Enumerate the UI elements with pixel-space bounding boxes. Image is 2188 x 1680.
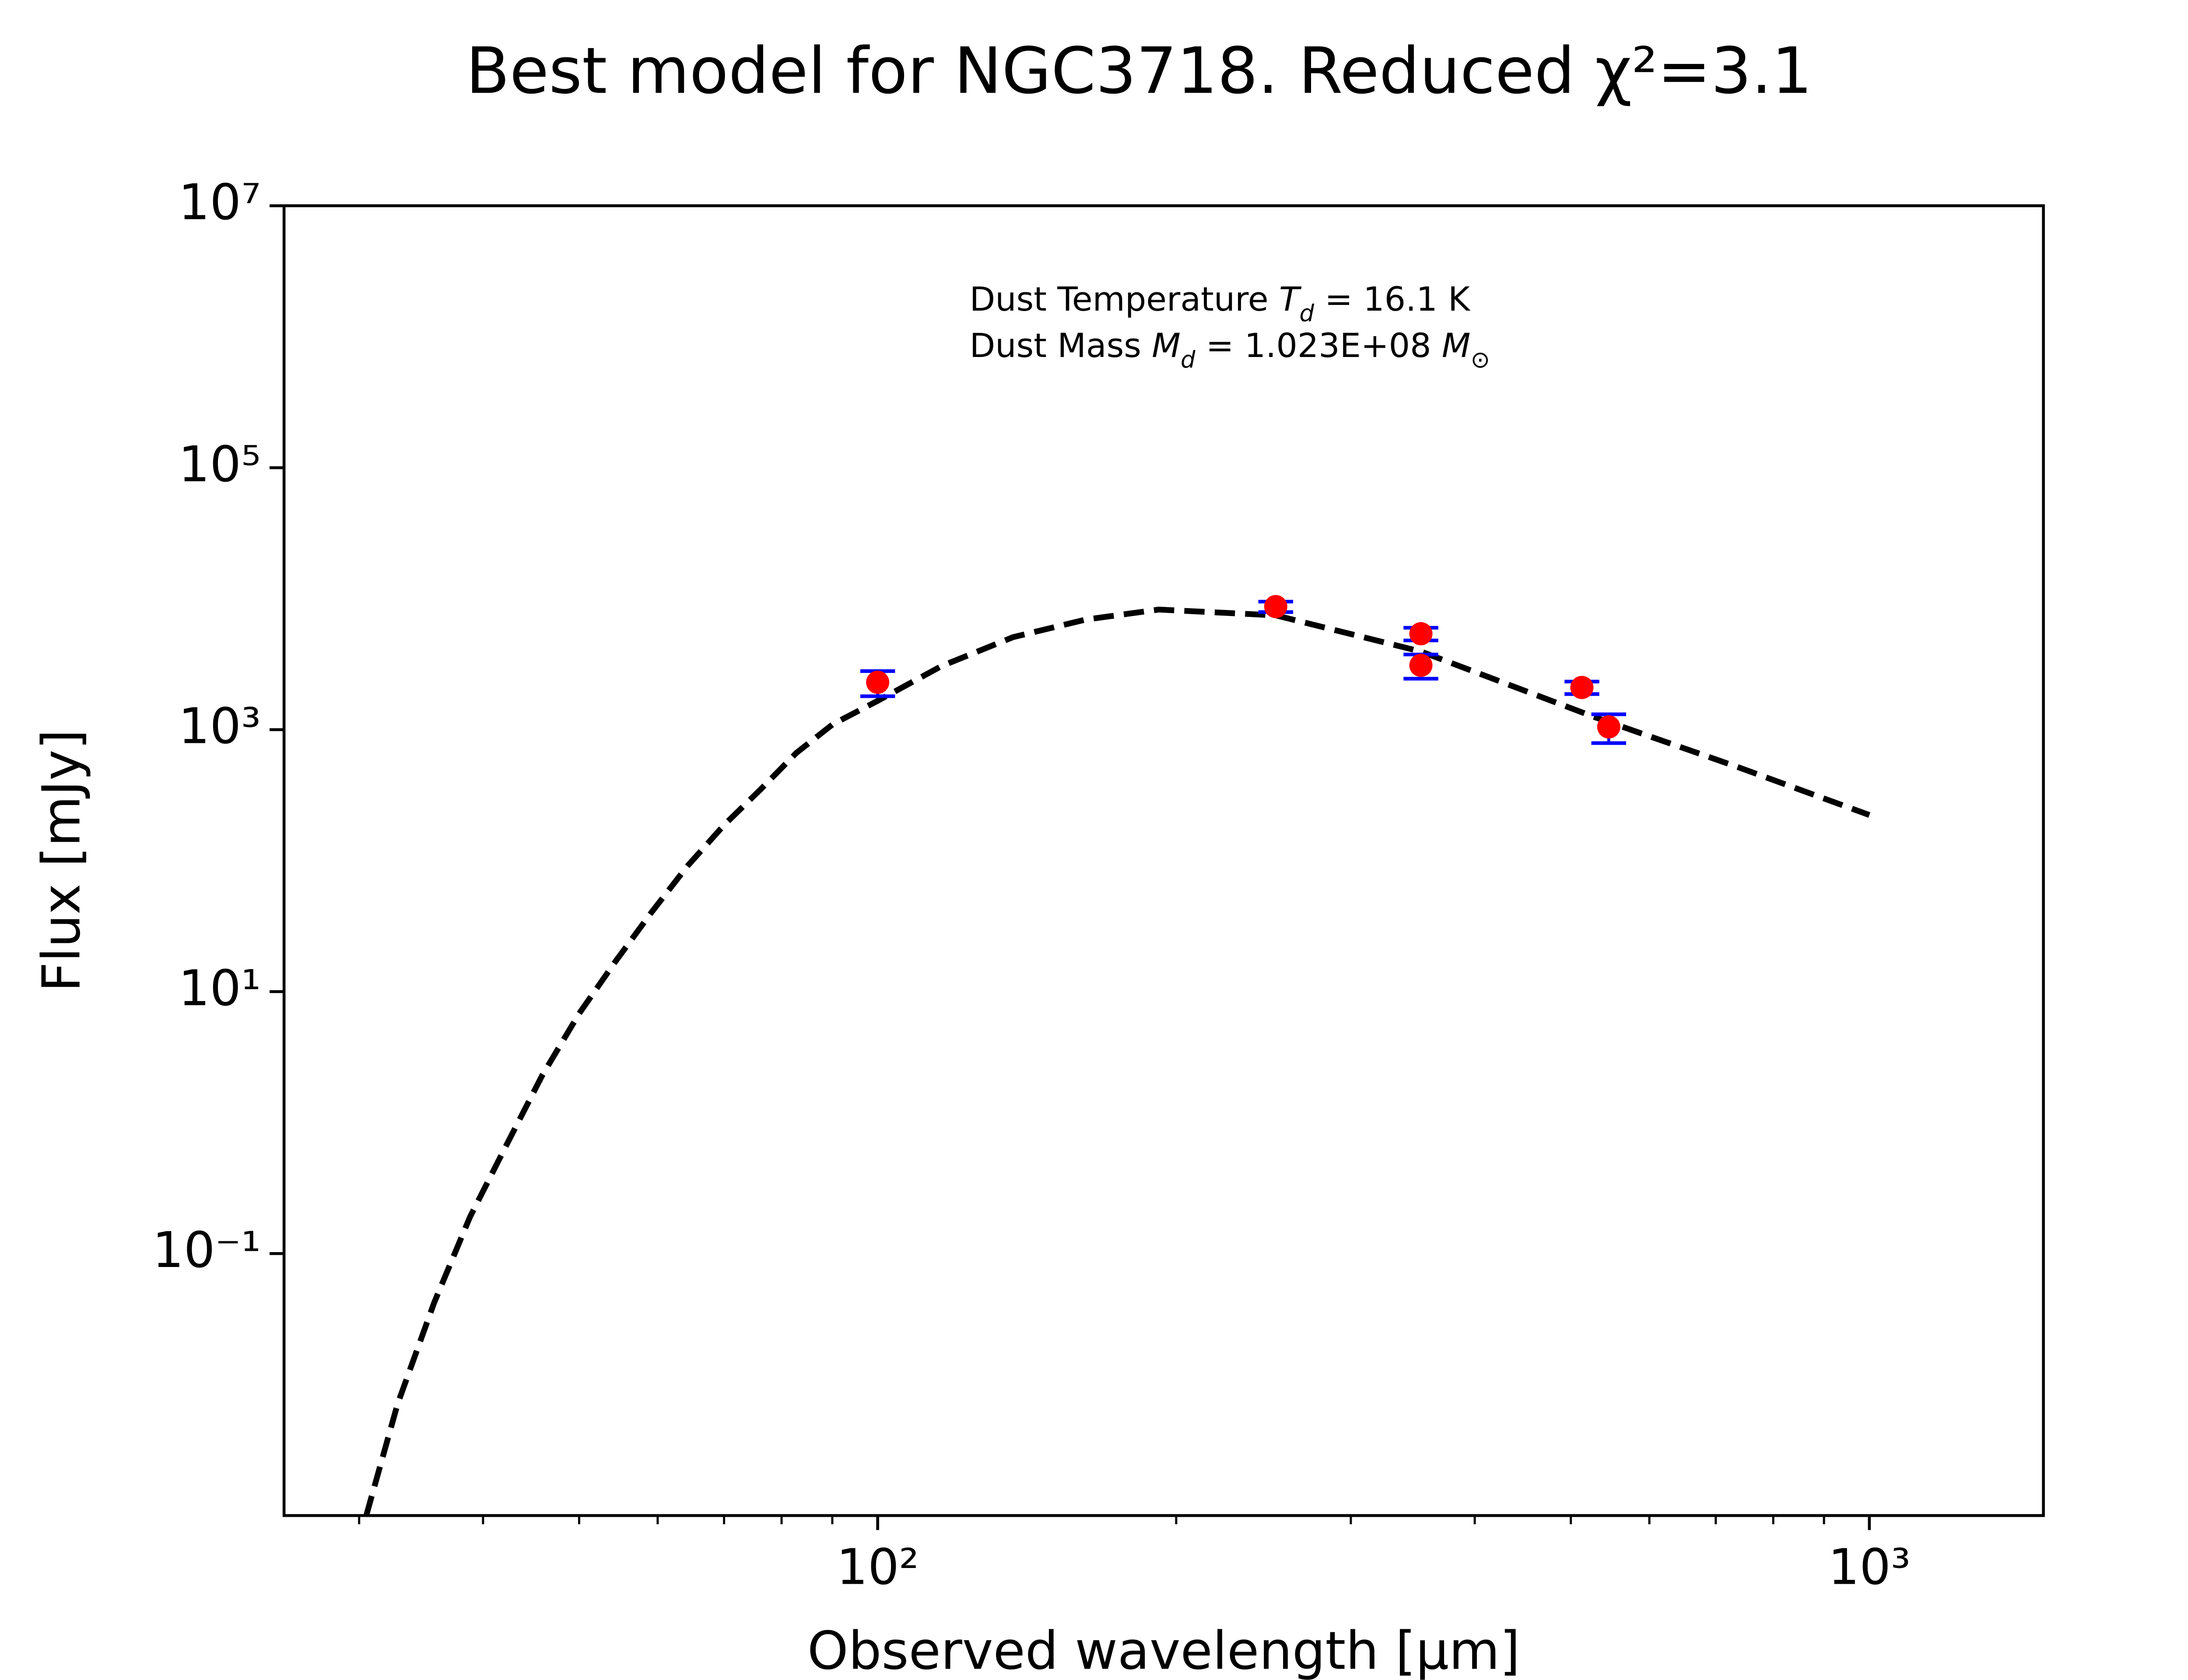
x-tick-label: 10³ — [1828, 1538, 1911, 1596]
data-point — [866, 671, 890, 694]
model-line — [363, 606, 1871, 1516]
annotation-part: ⊙ — [1471, 346, 1490, 373]
y-tick-label: 10⁵ — [179, 435, 261, 493]
data-point — [1570, 676, 1594, 699]
data-point — [1409, 654, 1433, 677]
y-tick-label: 10⁻¹ — [152, 1221, 261, 1279]
annotation: Dust Temperature Td = 16.1 K — [970, 280, 1471, 327]
annotation-part: = 16.1 K — [1314, 280, 1471, 318]
annotation-part: = 1.023E+08 — [1196, 326, 1442, 365]
y-tick-label: 10⁷ — [179, 173, 261, 231]
annotation: Dust Mass Md = 1.023E+08 M⊙ — [970, 326, 1490, 373]
x-axis-label: Observed wavelength [μm] — [807, 1621, 1520, 1680]
data-point — [1409, 622, 1433, 646]
y-axis-label: Flux [mJy] — [32, 729, 92, 992]
y-tick-label: 10¹ — [179, 959, 261, 1017]
annotation-part: Dust Mass — [970, 326, 1152, 365]
annotation-part: d — [1299, 300, 1314, 327]
plot-frame — [282, 204, 2045, 1517]
annotation-part: M — [1152, 326, 1181, 365]
annotation-part: T — [1279, 280, 1302, 318]
chart-title: Best model for NGC3718. Reduced χ²=3.1 — [466, 34, 1813, 108]
data-point — [1264, 595, 1287, 619]
y-tick-label: 10³ — [179, 697, 261, 755]
annotation-part: Dust Temperature — [970, 280, 1279, 318]
annotation-part: d — [1181, 346, 1196, 373]
annotation-part: M — [1442, 326, 1471, 365]
data-point — [1597, 715, 1620, 738]
x-tick-label: 10² — [836, 1538, 919, 1596]
